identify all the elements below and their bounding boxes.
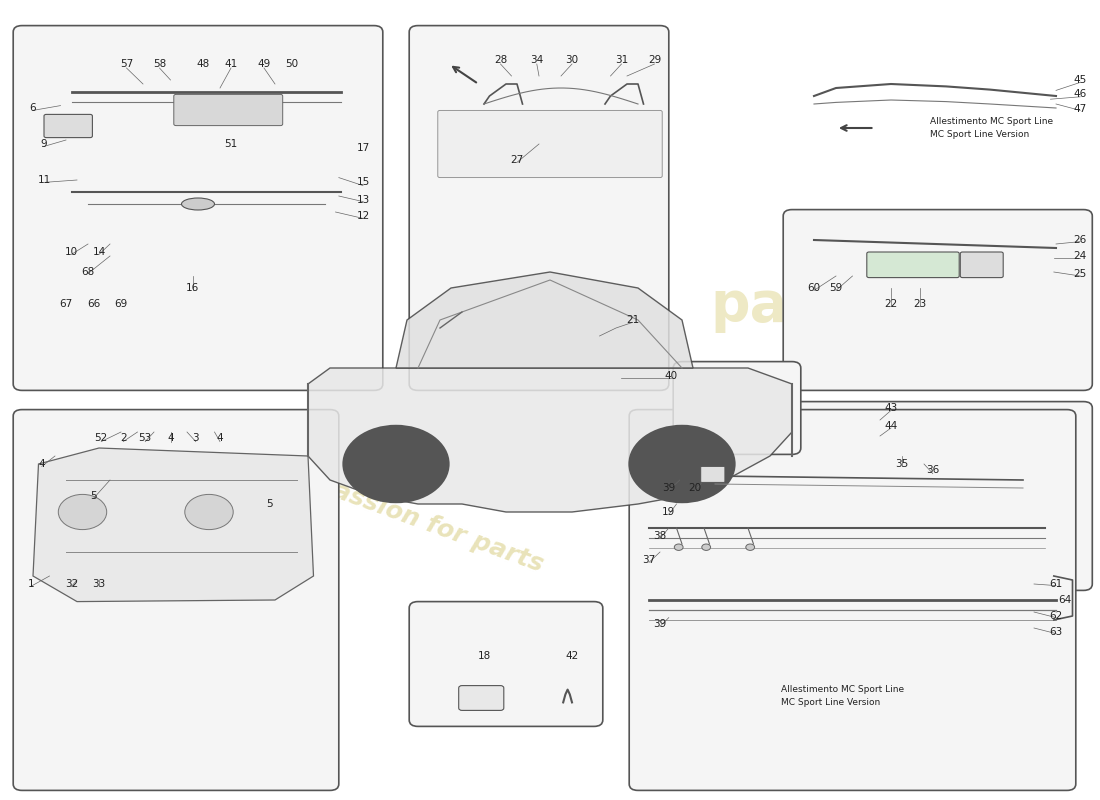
Circle shape [674, 544, 683, 550]
Polygon shape [308, 368, 792, 512]
Text: 36: 36 [926, 466, 939, 475]
Text: 26: 26 [1074, 235, 1087, 245]
FancyBboxPatch shape [438, 110, 662, 178]
Text: 32: 32 [65, 579, 78, 589]
Text: 14: 14 [92, 247, 106, 257]
Text: 46: 46 [1074, 90, 1087, 99]
Text: 4: 4 [217, 434, 223, 443]
Text: 20: 20 [689, 483, 702, 493]
Text: 63: 63 [1049, 627, 1063, 637]
Text: 4: 4 [167, 434, 174, 443]
Text: 47: 47 [1074, 104, 1087, 114]
Polygon shape [396, 272, 693, 368]
Text: 31: 31 [615, 55, 628, 65]
Circle shape [702, 544, 711, 550]
Text: 34: 34 [530, 55, 543, 65]
Text: 29: 29 [648, 55, 661, 65]
Text: 49: 49 [257, 59, 271, 69]
Text: 19: 19 [662, 507, 675, 517]
Text: 43: 43 [884, 403, 898, 413]
Text: 6: 6 [30, 103, 36, 113]
Text: 60: 60 [807, 283, 821, 293]
Text: 59: 59 [829, 283, 843, 293]
Text: parts


  25: parts 25 [710, 279, 874, 521]
Text: 39: 39 [653, 619, 667, 629]
Ellipse shape [182, 198, 214, 210]
Text: 67: 67 [59, 299, 73, 309]
Text: 33: 33 [92, 579, 106, 589]
Text: 58: 58 [153, 59, 166, 69]
Circle shape [629, 426, 735, 502]
Text: 13: 13 [356, 195, 370, 205]
Text: 4: 4 [39, 459, 45, 469]
Text: 37: 37 [642, 555, 656, 565]
Text: a passion for parts: a passion for parts [289, 463, 547, 577]
Text: 21: 21 [626, 315, 639, 325]
Text: 9: 9 [41, 139, 47, 149]
Text: 25: 25 [1074, 269, 1087, 278]
Text: Allestimento MC Sport Line
MC Sport Line Version: Allestimento MC Sport Line MC Sport Line… [930, 118, 1053, 138]
FancyBboxPatch shape [409, 602, 603, 726]
FancyBboxPatch shape [960, 252, 1003, 278]
Text: 12: 12 [356, 211, 370, 221]
Text: 38: 38 [653, 531, 667, 541]
Text: 39: 39 [662, 483, 675, 493]
Text: 15: 15 [356, 178, 370, 187]
Text: 41: 41 [224, 59, 238, 69]
Text: 30: 30 [565, 55, 579, 65]
FancyBboxPatch shape [629, 410, 1076, 790]
FancyBboxPatch shape [409, 26, 669, 390]
Text: 16: 16 [186, 283, 199, 293]
Text: 64: 64 [1058, 595, 1071, 605]
FancyBboxPatch shape [44, 114, 92, 138]
Circle shape [58, 494, 107, 530]
Text: 5: 5 [90, 491, 97, 501]
Circle shape [343, 426, 449, 502]
Text: 44: 44 [884, 421, 898, 430]
Polygon shape [33, 448, 314, 602]
Text: 23: 23 [913, 299, 926, 309]
FancyBboxPatch shape [783, 210, 1092, 390]
Text: 57: 57 [120, 59, 133, 69]
FancyBboxPatch shape [13, 410, 339, 790]
Text: 66: 66 [87, 299, 100, 309]
Text: 17: 17 [356, 143, 370, 153]
Text: 18: 18 [477, 651, 491, 661]
Text: 27: 27 [510, 155, 524, 165]
FancyBboxPatch shape [459, 686, 504, 710]
Text: 45: 45 [1074, 75, 1087, 85]
Circle shape [185, 494, 233, 530]
Text: 10: 10 [65, 247, 78, 257]
Text: 3: 3 [192, 434, 199, 443]
Text: 68: 68 [81, 267, 95, 277]
FancyBboxPatch shape [867, 252, 959, 278]
Text: 50: 50 [285, 59, 298, 69]
Text: 1: 1 [28, 579, 34, 589]
FancyBboxPatch shape [174, 94, 283, 126]
Text: 24: 24 [1074, 251, 1087, 261]
Text: 42: 42 [565, 651, 579, 661]
Text: 2: 2 [120, 434, 127, 443]
FancyBboxPatch shape [673, 362, 801, 454]
Text: 69: 69 [114, 299, 128, 309]
Text: 40: 40 [664, 371, 678, 381]
Text: Allestimento MC Sport Line
MC Sport Line Version: Allestimento MC Sport Line MC Sport Line… [781, 686, 904, 706]
Text: 22: 22 [884, 299, 898, 309]
Text: 53: 53 [139, 434, 152, 443]
Circle shape [746, 544, 755, 550]
FancyBboxPatch shape [13, 26, 383, 390]
Text: 5: 5 [266, 499, 273, 509]
Text: 48: 48 [197, 59, 210, 69]
Text: 51: 51 [224, 139, 238, 149]
Text: 61: 61 [1049, 579, 1063, 589]
Text: 35: 35 [895, 459, 909, 469]
FancyBboxPatch shape [783, 402, 1092, 590]
Text: 52: 52 [95, 434, 108, 443]
Text: 28: 28 [494, 55, 507, 65]
Text: 62: 62 [1049, 611, 1063, 621]
FancyBboxPatch shape [701, 466, 725, 482]
Text: 11: 11 [37, 175, 51, 185]
